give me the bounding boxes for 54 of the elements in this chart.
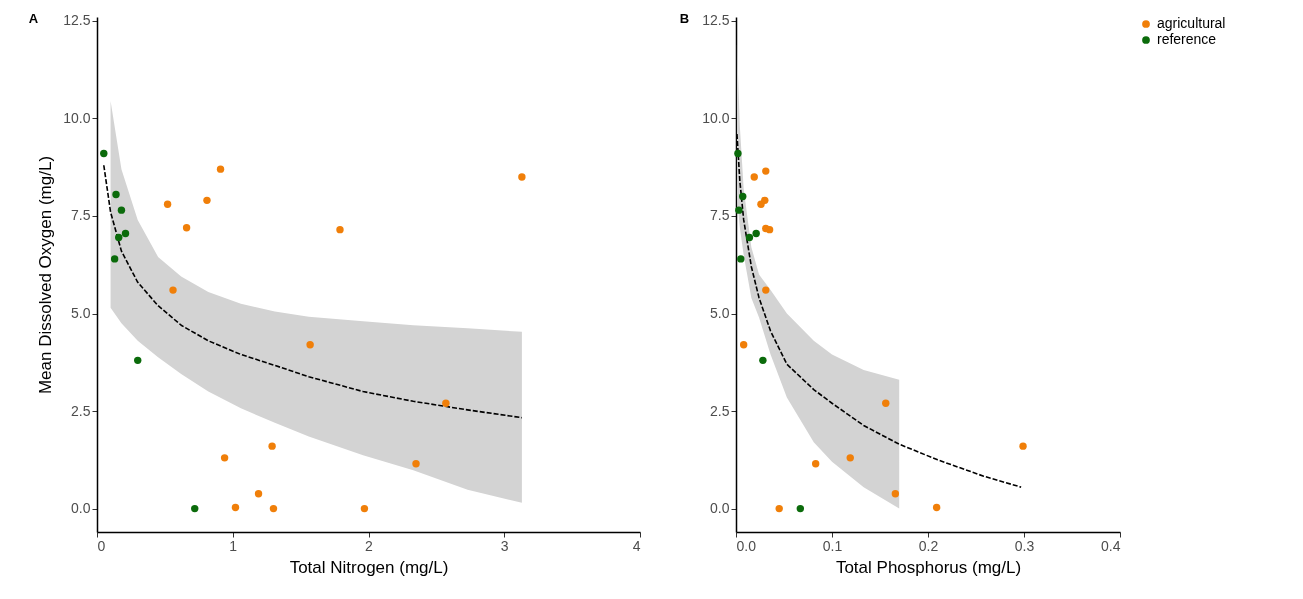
point: [112, 190, 120, 199]
y-tick-label: 5.0: [710, 305, 730, 322]
y-tick-label: 0.0: [71, 500, 91, 517]
point: [117, 206, 126, 214]
x-tick-label: 0: [97, 537, 106, 554]
point: [110, 255, 119, 263]
y-axis-title: Mean Dissolved Oxygen (mg/L): [36, 155, 56, 395]
y-tick-label: 7.5: [710, 207, 730, 224]
x-tick-label: 4: [632, 537, 641, 554]
y-tick-label: 10.0: [702, 109, 730, 126]
chart-title: A: [28, 10, 39, 26]
point: [268, 442, 276, 450]
point: [203, 196, 211, 205]
x-axis-title: Total Phosphorus (mg/L): [835, 557, 1022, 577]
y-tick-label: 0.0: [710, 500, 730, 517]
point: [442, 399, 450, 407]
line-series: [102, 164, 523, 419]
point: [254, 490, 263, 498]
point: [163, 200, 172, 208]
point: [121, 229, 130, 238]
point: [100, 149, 108, 158]
x-tick-label: 0.4: [1101, 537, 1121, 554]
point: [306, 341, 314, 349]
y-tick-label: 12.5: [702, 12, 730, 29]
point: [360, 504, 369, 513]
point: [518, 173, 526, 181]
y-tick-label: 5.0: [71, 305, 91, 322]
y-tick-label: 10.0: [63, 109, 91, 126]
point: [191, 504, 199, 513]
y-tick-label: 2.5: [71, 402, 91, 419]
x-tick-label: 0.3: [1014, 537, 1035, 554]
x-tick-label: 0.2: [918, 537, 939, 554]
point: [412, 460, 420, 468]
legend-label: agricultural: [1157, 15, 1226, 31]
legend-label: reference: [1157, 31, 1217, 47]
point: [169, 286, 177, 294]
chart-title: B: [679, 10, 690, 26]
x-tick-label: 3: [500, 537, 509, 554]
y-tick-label: 7.5: [71, 207, 91, 224]
x-tick-label: 1: [229, 537, 238, 554]
x-tick-label: 2: [365, 537, 374, 554]
x-tick-label: 0.0: [736, 537, 757, 554]
point: [269, 504, 278, 513]
point: [115, 233, 123, 242]
point: [336, 225, 344, 234]
point: [231, 503, 240, 512]
x-axis-title: Total Nitrogen (mg/L): [289, 557, 449, 577]
point: [182, 223, 191, 232]
x-tick-label: 0.1: [822, 537, 843, 554]
point: [134, 356, 142, 365]
y-tick-label: 2.5: [710, 402, 730, 419]
point: [216, 165, 225, 173]
point: [220, 454, 229, 462]
y-tick-label: 12.5: [63, 12, 91, 29]
